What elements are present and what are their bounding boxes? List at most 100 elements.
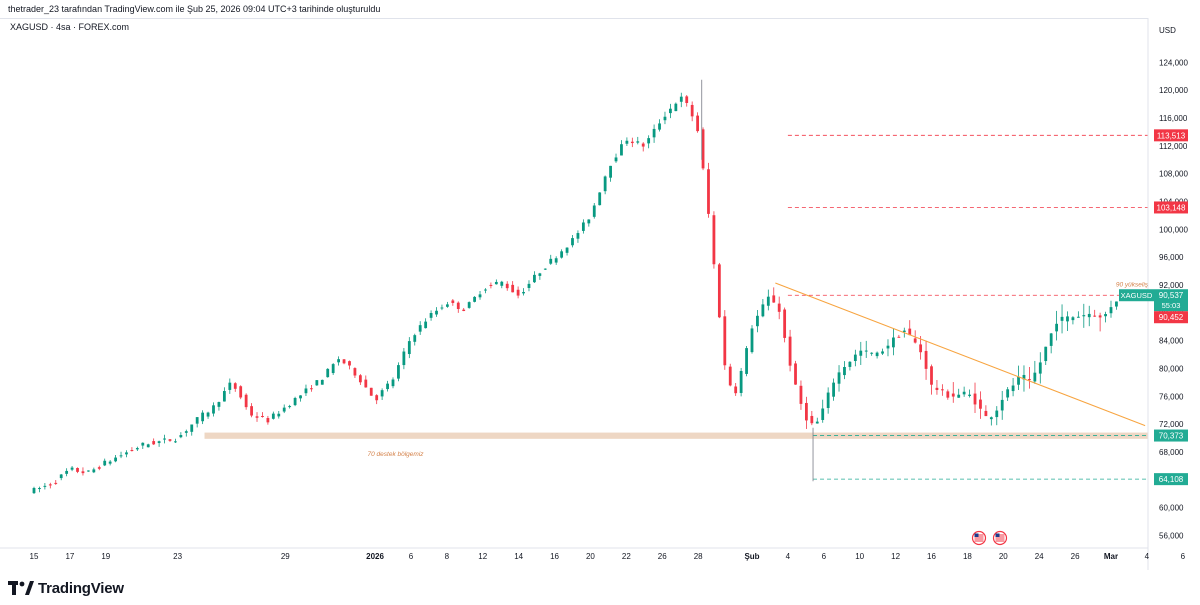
candle-body [440,307,444,309]
candle-body [141,442,145,446]
candle-body [288,406,292,408]
candle-body [804,402,808,421]
tradingview-logo[interactable]: TradingView [8,578,124,598]
candle-body [581,222,585,231]
y-tick-label: 120,000 [1159,86,1188,95]
candle-body [1115,301,1118,307]
candle-body [620,144,623,156]
candle-body [135,448,139,450]
candle-body [565,247,569,253]
support-zone [204,432,1200,439]
candle-body [473,296,476,302]
prev-price-tag [1154,311,1188,324]
y-tick-label: 60,000 [1159,504,1184,513]
last-price-tag [1154,289,1188,312]
candle-body [277,413,281,417]
candle-body [897,336,901,338]
y-tick-label: 84,000 [1159,337,1184,346]
x-tick-label: 29 [281,552,290,561]
us-flag-stripe [974,534,984,536]
candle-body [511,284,515,293]
candle-body [538,273,542,276]
candle-body [261,415,264,417]
candle-body [250,406,253,416]
candle-body [244,394,248,408]
candle-body [913,338,917,343]
candle-body [560,251,564,258]
candle-body [810,415,814,424]
candle-body [32,487,36,494]
symbol-tag [1119,289,1154,302]
candle-body [957,394,961,398]
x-tick-label: 18 [963,552,972,561]
x-tick-label: 2026 [366,552,384,561]
candle-body [636,141,640,143]
candle-body [522,291,525,294]
candle-body [386,383,389,390]
candle-body [81,471,85,474]
candle-body [97,467,101,469]
candle-body [881,351,884,354]
candle-body [1082,315,1086,317]
candle-body [696,115,700,132]
candle-body [630,141,634,144]
candle-body [86,470,90,472]
candle-body [184,431,188,433]
us-flag-ring [971,530,987,546]
candle-body [505,283,509,289]
candle-body [989,417,993,420]
x-tick-label: 22 [622,552,631,561]
us-flag-stripe [974,538,984,540]
us-flag-stripe [995,540,1005,542]
candle-body [54,482,58,484]
candle-body [951,393,955,397]
candle-body [174,441,177,443]
candle-body [1093,315,1097,317]
candle-body [467,302,471,308]
candle-body [549,258,553,264]
candle-body [766,296,770,306]
candle-body [821,408,825,420]
level-price-label: 64,108 [1159,475,1184,484]
candle-body [1055,323,1059,332]
candle-body [750,328,754,353]
candle-body [777,303,781,312]
level-price-tag [1154,473,1188,486]
candle-body [652,128,656,138]
candle-body [533,274,536,283]
x-tick-label: 4 [786,552,791,561]
level-price-label: 103,148 [1157,203,1186,212]
candle-body [348,361,351,366]
y-tick-label: 116,000 [1159,114,1188,123]
candle-body [266,418,270,423]
candle-body [919,344,923,353]
candle-body [962,391,966,395]
level-price-tag [1154,129,1188,142]
candle-body [902,330,906,333]
candle-body [1038,362,1042,374]
candle-body [853,354,857,362]
y-tick-label: 96,000 [1159,253,1184,262]
x-tick-label: Şub [744,552,759,561]
candle-body [402,351,406,366]
candle-body [380,390,384,397]
candle-body [794,363,797,385]
x-tick-label: 28 [694,552,703,561]
candle-body [799,385,803,404]
candle-body [451,300,455,303]
level-price-label: 70,373 [1159,432,1184,441]
candle-body [516,289,520,296]
x-tick-label: 14 [514,552,523,561]
last-price-label: 90,537 [1159,291,1184,300]
candle-body [1044,346,1048,362]
candle-body [641,143,645,147]
trendline [775,282,1146,427]
candle-body [48,484,52,486]
y-tick-label: 100,000 [1159,225,1188,234]
candle-body [875,352,879,357]
us-flag-stripe [974,540,984,542]
x-tick-label: 26 [1071,552,1080,561]
price-chart[interactable]: 70 destek bölgemiz 90 yükseliş için kırı… [0,0,1200,572]
candle-body [59,474,63,479]
candle-body [756,315,759,327]
